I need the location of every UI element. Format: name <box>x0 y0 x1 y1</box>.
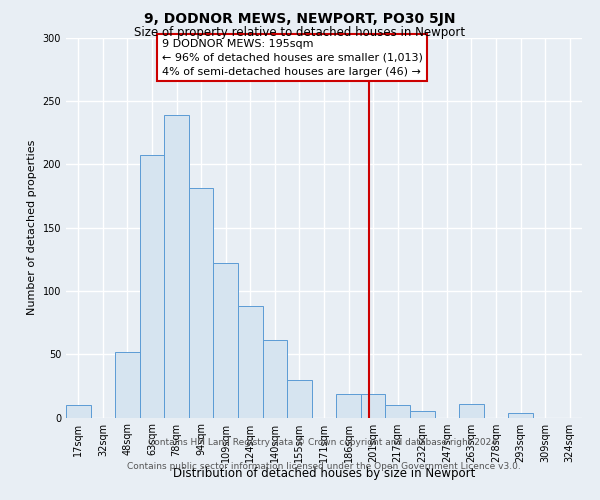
Bar <box>140 156 164 418</box>
Bar <box>238 306 263 418</box>
Y-axis label: Number of detached properties: Number of detached properties <box>27 140 37 315</box>
Bar <box>385 405 410 417</box>
Bar <box>410 412 434 418</box>
Bar <box>287 380 312 418</box>
Bar <box>336 394 361 417</box>
Bar <box>508 412 533 418</box>
Bar <box>164 115 189 418</box>
Bar <box>189 188 214 418</box>
Bar <box>361 394 385 417</box>
Bar <box>214 263 238 418</box>
Bar <box>115 352 140 418</box>
Text: Size of property relative to detached houses in Newport: Size of property relative to detached ho… <box>134 26 466 39</box>
Text: 9, DODNOR MEWS, NEWPORT, PO30 5JN: 9, DODNOR MEWS, NEWPORT, PO30 5JN <box>144 12 456 26</box>
Bar <box>66 405 91 417</box>
Text: Contains HM Land Registry data © Crown copyright and database right 2024.: Contains HM Land Registry data © Crown c… <box>148 438 500 447</box>
Bar <box>459 404 484 417</box>
X-axis label: Distribution of detached houses by size in Newport: Distribution of detached houses by size … <box>173 468 475 480</box>
Text: 9 DODNOR MEWS: 195sqm
← 96% of detached houses are smaller (1,013)
4% of semi-de: 9 DODNOR MEWS: 195sqm ← 96% of detached … <box>162 39 423 77</box>
Bar <box>263 340 287 417</box>
Text: Contains public sector information licensed under the Open Government Licence v3: Contains public sector information licen… <box>127 462 521 471</box>
